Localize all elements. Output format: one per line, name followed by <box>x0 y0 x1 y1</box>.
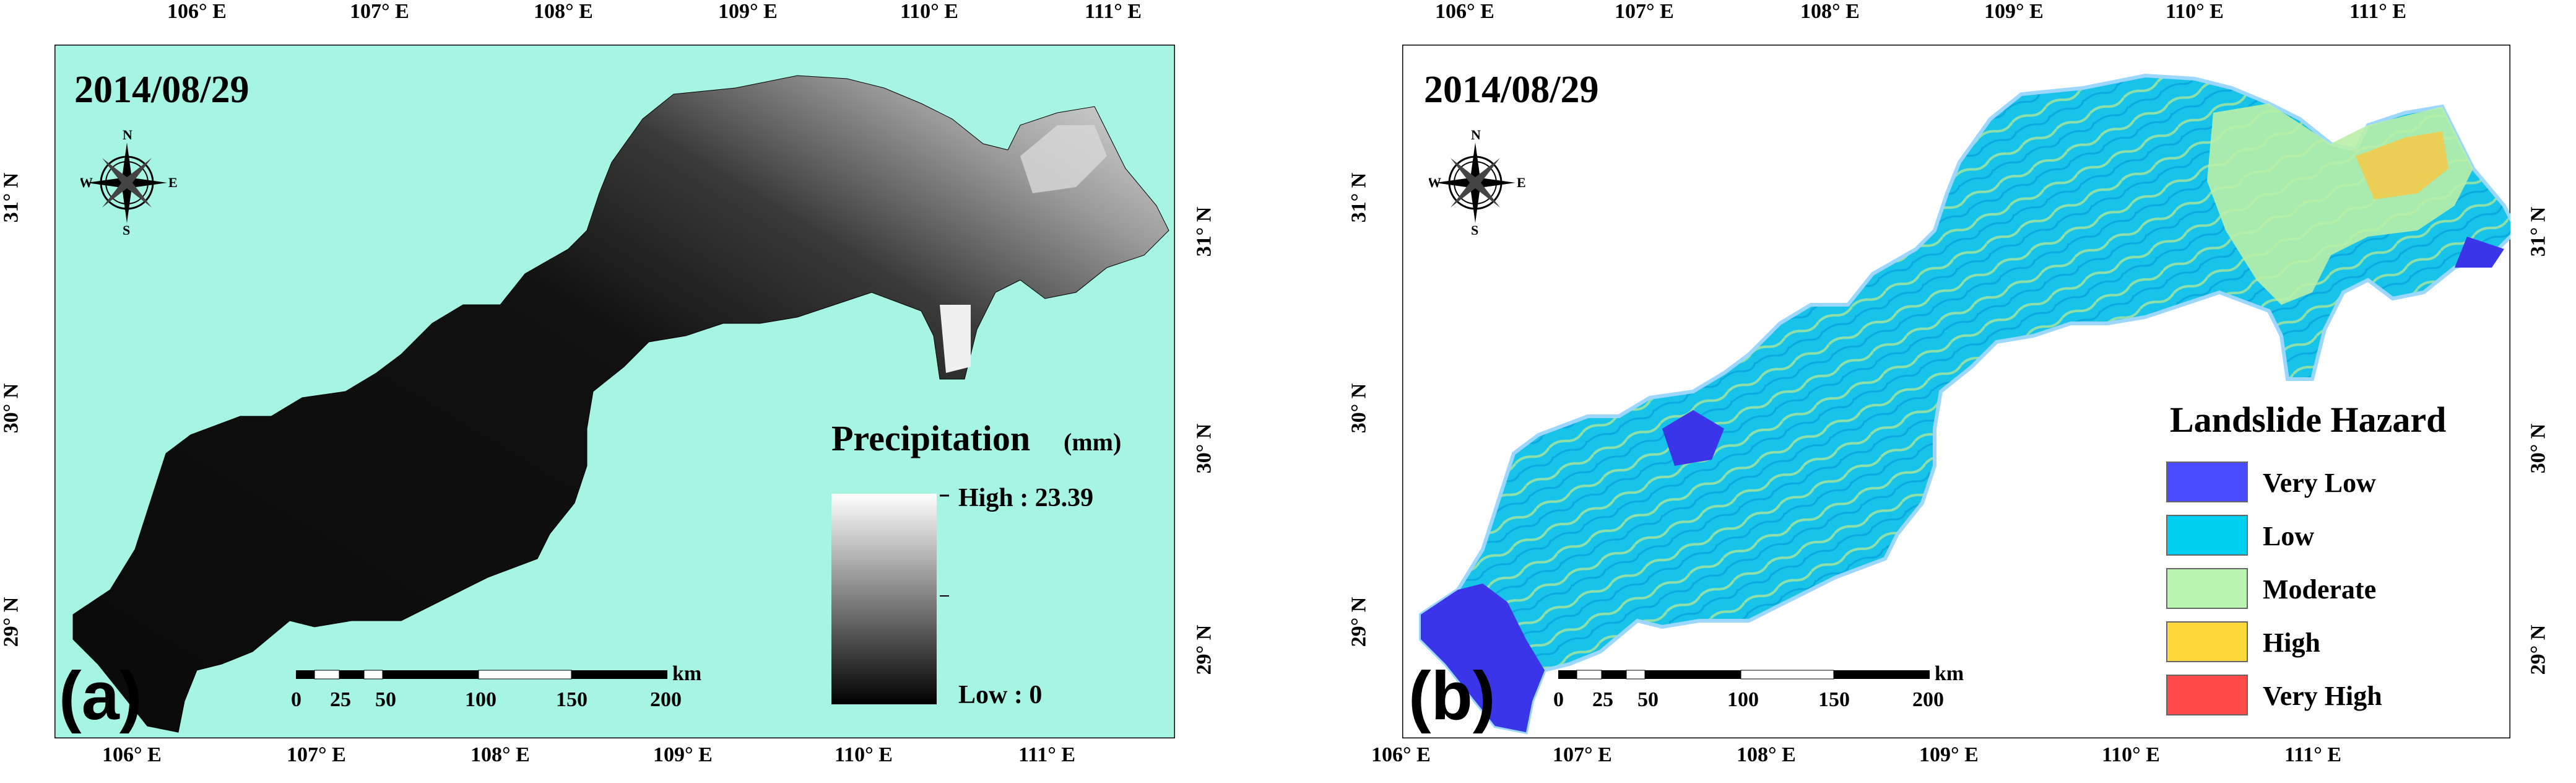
legend-high-label: High : 23.39 <box>958 484 1093 512</box>
lat-label: 29° N <box>1347 597 1371 647</box>
region-high-precip-south <box>940 305 971 373</box>
lon-label: 108° E <box>471 743 530 766</box>
lon-label: 106° E <box>1371 743 1431 766</box>
lat-label: 31° N <box>2526 206 2550 257</box>
lon-label: 110° E <box>2166 0 2224 23</box>
scale-tick: 0 <box>291 688 301 711</box>
panel-letter: (b) <box>1408 658 1496 734</box>
lon-label: 110° E <box>2102 743 2160 766</box>
scale-tick: 50 <box>375 688 396 711</box>
legend-colorbar <box>831 494 937 704</box>
scale-unit: km <box>672 662 701 685</box>
lon-label: 106° E <box>167 0 227 23</box>
lat-label: 30° N <box>1347 383 1371 434</box>
legend-class-label: Low <box>2263 521 2314 551</box>
lon-label: 107° E <box>287 743 346 766</box>
scale-tick: 150 <box>556 688 588 711</box>
lat-label: 31° N <box>0 172 23 223</box>
legend-unit: (mm) <box>1064 428 1121 456</box>
lon-label: 109° E <box>1984 0 2044 23</box>
legend-swatch-low <box>2166 515 2248 556</box>
map-frame-a: km 0 25 50 100 150 200 Precipitation (mm… <box>54 45 1175 738</box>
panel-a: 106° E 107° E 108° E 109° E 110° E 111° … <box>0 0 1244 783</box>
lat-label: 30° N <box>1192 423 1216 474</box>
panel-b: 106° E 107° E 108° E 109° E 110° E 111° … <box>1347 0 2576 783</box>
compass-n: N <box>1471 127 1481 142</box>
lat-label: 29° N <box>0 597 23 647</box>
lon-label: 108° E <box>534 0 593 23</box>
lat-label: 31° N <box>1192 206 1216 257</box>
lon-label: 109° E <box>1919 743 1979 766</box>
compass-w: W <box>1429 175 1441 190</box>
region-hazard-high <box>2356 131 2448 199</box>
legend-class-label: Very High <box>2263 681 2382 711</box>
legend-swatch-moderate <box>2166 568 2248 609</box>
lon-label: 111° E <box>2284 743 2342 766</box>
lon-label: 109° E <box>718 0 778 23</box>
scale-bar-b: km 0 25 50 100 150 200 <box>1553 662 1964 711</box>
legend-class-label: High <box>2263 628 2320 658</box>
scale-tick: 200 <box>650 688 682 711</box>
lon-label: 111° E <box>1018 743 1076 766</box>
legend-title: Landslide Hazard <box>2170 400 2446 440</box>
legend-swatch-high <box>2166 621 2248 662</box>
scale-tick: 100 <box>1727 688 1759 711</box>
lon-label: 111° E <box>2349 0 2407 23</box>
date-label: 2014/08/29 <box>74 69 249 111</box>
scale-bar-a: km 0 25 50 100 150 200 <box>291 662 701 711</box>
compass-e: E <box>1517 175 1526 190</box>
compass-icon: N S E W <box>80 127 178 235</box>
scale-tick: 25 <box>330 688 351 711</box>
lon-label: 110° E <box>835 743 893 766</box>
lon-label: 107° E <box>1615 0 1674 23</box>
scale-tick: 200 <box>1912 688 1944 711</box>
precip-legend: Precipitation (mm) High : 23.39 Low : 0 <box>831 418 1121 709</box>
hazard-legend: Landslide Hazard Very Low Low Moderate H… <box>2166 400 2446 715</box>
lat-label: 30° N <box>2526 423 2550 474</box>
lon-label: 107° E <box>1553 743 1612 766</box>
lat-label: 30° N <box>0 383 23 434</box>
scale-tick: 150 <box>1818 688 1850 711</box>
legend-class-label: Moderate <box>2263 574 2376 605</box>
legend-low-label: Low : 0 <box>958 681 1042 709</box>
legend-swatch-very-high <box>2166 675 2248 715</box>
legend-class-label: Very Low <box>2263 468 2376 498</box>
compass-s: S <box>123 222 130 235</box>
panel-letter: (a) <box>59 658 142 734</box>
region-hazard-very-low <box>2455 237 2510 268</box>
region-hazard-very-low <box>1662 410 1724 466</box>
compass-icon: N S E W <box>1429 127 1526 235</box>
lon-label: 108° E <box>1800 0 1860 23</box>
compass-n: N <box>123 127 132 142</box>
lon-label: 108° E <box>1737 743 1796 766</box>
map-frame-b: km 0 25 50 100 150 200 Landslide Hazard … <box>1402 45 2510 738</box>
legend-swatch-very-low <box>2166 461 2248 502</box>
region-precipitation <box>72 75 1169 733</box>
lat-label: 29° N <box>1192 624 1216 675</box>
scale-tick: 50 <box>1637 688 1659 711</box>
lat-label: 29° N <box>2526 624 2550 675</box>
region-hazard-very-low <box>1421 584 1545 732</box>
lon-label: 109° E <box>653 743 713 766</box>
compass-e: E <box>168 175 178 190</box>
region-high-precip <box>1020 125 1107 193</box>
scale-unit: km <box>1935 662 1964 685</box>
compass-w: W <box>80 175 93 190</box>
compass-s: S <box>1471 222 1478 235</box>
scale-tick: 100 <box>465 688 497 711</box>
lon-label: 106° E <box>1435 0 1494 23</box>
date-label: 2014/08/29 <box>1424 69 1599 111</box>
scale-tick: 25 <box>1592 688 1613 711</box>
lon-label: 110° E <box>900 0 958 23</box>
lon-label: 106° E <box>102 743 162 766</box>
legend-title: Precipitation <box>831 418 1030 458</box>
lat-label: 31° N <box>1347 172 1371 223</box>
lon-label: 107° E <box>350 0 409 23</box>
lon-label: 111° E <box>1085 0 1142 23</box>
scale-tick: 0 <box>1553 688 1564 711</box>
